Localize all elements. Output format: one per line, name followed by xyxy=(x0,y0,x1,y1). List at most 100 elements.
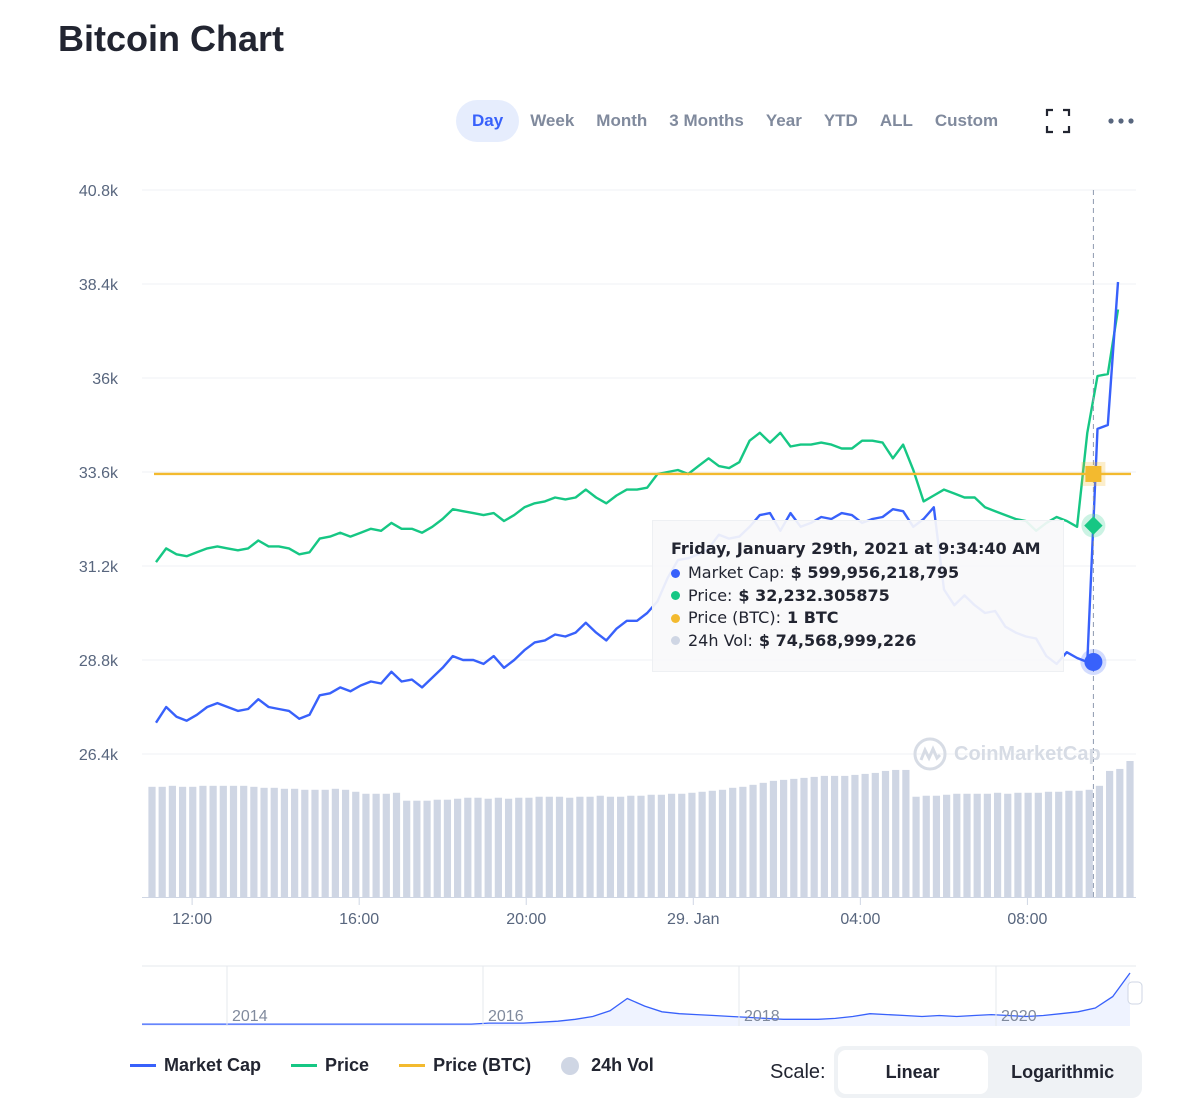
legend-label: Price xyxy=(325,1055,370,1075)
page-title: Bitcoin Chart xyxy=(58,18,285,59)
range-3-months[interactable]: 3 Months xyxy=(669,111,744,130)
volume-bar xyxy=(1085,789,1093,897)
tooltip-label: 24h Vol: xyxy=(688,630,753,650)
volume-bar xyxy=(800,777,808,897)
bitcoin-chart[interactable]: 40.8k 38.4k 36k 33.6k 31.2k 28.8k 26.4k 12:00 16… xyxy=(0,160,1182,1040)
volume-bar xyxy=(474,797,482,897)
legend-label: 24h Vol xyxy=(591,1055,654,1075)
fullscreen-icon[interactable] xyxy=(1043,106,1073,136)
legend-label: Price (BTC) xyxy=(433,1055,532,1075)
volume-bar xyxy=(678,793,686,897)
volume-bar xyxy=(576,796,584,897)
scale-linear-button[interactable]: Linear xyxy=(837,1050,988,1094)
volume-bar xyxy=(922,795,930,897)
volume-bar xyxy=(790,778,798,897)
tooltip-label: Price: xyxy=(688,585,733,605)
volume-bar xyxy=(729,787,737,897)
volume-bar xyxy=(1065,790,1073,897)
volume-bar xyxy=(1126,761,1134,897)
volume-bar xyxy=(423,800,431,897)
volume-bar xyxy=(189,786,197,897)
volume-bar xyxy=(270,787,278,897)
volume-bar xyxy=(841,775,849,897)
legend-price[interactable]: Price xyxy=(291,1055,369,1076)
tooltip-value: $ 74,568,999,226 xyxy=(758,630,917,650)
volume-bar xyxy=(566,797,574,897)
volume-bar xyxy=(912,796,920,897)
tooltip-row-price: Price: $ 32,232.305875 xyxy=(671,585,1045,608)
volume-bar xyxy=(993,792,1002,897)
range-day[interactable]: Day xyxy=(456,100,520,142)
volume-bar xyxy=(953,793,961,897)
x-tick-label: 29. Jan xyxy=(667,911,719,928)
range-year[interactable]: Year xyxy=(765,111,802,130)
time-range-selector: Day Week Month 3 Months Year YTD ALL Cus… xyxy=(456,100,1009,142)
volume-bar xyxy=(810,776,818,897)
volume-bar xyxy=(555,796,564,897)
range-week[interactable]: Week xyxy=(530,111,575,130)
range-ytd[interactable]: YTD xyxy=(823,111,858,130)
volume-bar xyxy=(280,788,289,897)
tooltip-row-volume: 24h Vol: $ 74,568,999,226 xyxy=(671,630,1045,653)
chart-tooltip: Friday, January 29th, 2021 at 9:34:40 AM… xyxy=(652,520,1064,672)
volume-bar xyxy=(219,785,227,897)
tooltip-row-market-cap: Market Cap: $ 599,956,218,795 xyxy=(671,562,1045,585)
navigator-handle-icon xyxy=(1127,981,1143,1005)
volume-bar xyxy=(392,792,401,897)
watermark-text: CoinMarketCap xyxy=(954,742,1101,765)
volume-bar xyxy=(291,788,299,897)
price-line-icon xyxy=(291,1064,318,1067)
range-all[interactable]: ALL xyxy=(879,111,913,130)
volume-bar xyxy=(739,786,747,897)
x-tick-label: 04:00 xyxy=(840,911,880,928)
more-options-icon[interactable] xyxy=(1106,106,1136,136)
legend-price-btc[interactable]: Price (BTC) xyxy=(399,1055,531,1076)
volume-bar xyxy=(647,794,655,897)
y-tick-label: 26.4k xyxy=(79,747,119,764)
range-month[interactable]: Month xyxy=(596,111,648,130)
volume-bar xyxy=(820,775,828,897)
volume-bar xyxy=(372,793,380,897)
volume-bar xyxy=(362,793,370,897)
volume-bar xyxy=(250,786,258,897)
x-tick-label: 16:00 xyxy=(339,911,379,928)
volume-bar xyxy=(596,795,604,897)
y-tick-label: 28.8k xyxy=(79,653,119,670)
volume-bar xyxy=(331,788,339,897)
market-cap-dot-icon xyxy=(671,568,680,578)
volume-dot-icon xyxy=(671,636,680,646)
coinmarketcap-logo-icon xyxy=(913,737,947,771)
tooltip-label: Market Cap: xyxy=(688,563,785,582)
navigator-area xyxy=(142,973,1130,1026)
volume-bar xyxy=(1116,768,1124,897)
volume-bar xyxy=(892,769,900,897)
navigator-year-label: 2018 xyxy=(744,1008,780,1025)
volume-bar xyxy=(1004,793,1012,897)
volume-bar xyxy=(199,785,207,897)
range-custom[interactable]: Custom xyxy=(934,111,999,130)
y-tick-label: 31.2k xyxy=(79,559,119,576)
price-btc-marker xyxy=(1085,465,1102,482)
navigator-year-label: 2016 xyxy=(488,1008,524,1025)
volume-bar xyxy=(1075,790,1083,897)
volume-bar xyxy=(311,789,319,897)
volume-bar xyxy=(178,786,187,897)
price-dot-icon xyxy=(671,591,680,601)
price-btc-dot-icon xyxy=(671,613,680,623)
price-btc-line-icon xyxy=(399,1064,426,1067)
volume-bar xyxy=(484,798,492,897)
coinmarketcap-watermark: CoinMarketCap xyxy=(912,736,1101,772)
volume-bar xyxy=(861,773,869,897)
y-tick-label: 38.4k xyxy=(79,277,119,294)
scale-selector: Scale: Linear Logarithmic xyxy=(770,1046,1142,1098)
market-cap-marker xyxy=(1084,652,1103,671)
volume-bar xyxy=(586,796,594,897)
volume-bar xyxy=(749,784,757,897)
legend-market-cap[interactable]: Market Cap xyxy=(130,1055,261,1076)
scale-logarithmic-button[interactable]: Logarithmic xyxy=(1011,1062,1115,1082)
navigator-line xyxy=(142,972,1131,1025)
legend-volume[interactable]: 24h Vol xyxy=(561,1055,654,1076)
volume-bar xyxy=(983,793,991,897)
volume-bar xyxy=(688,792,696,897)
volume-bar xyxy=(301,789,309,897)
